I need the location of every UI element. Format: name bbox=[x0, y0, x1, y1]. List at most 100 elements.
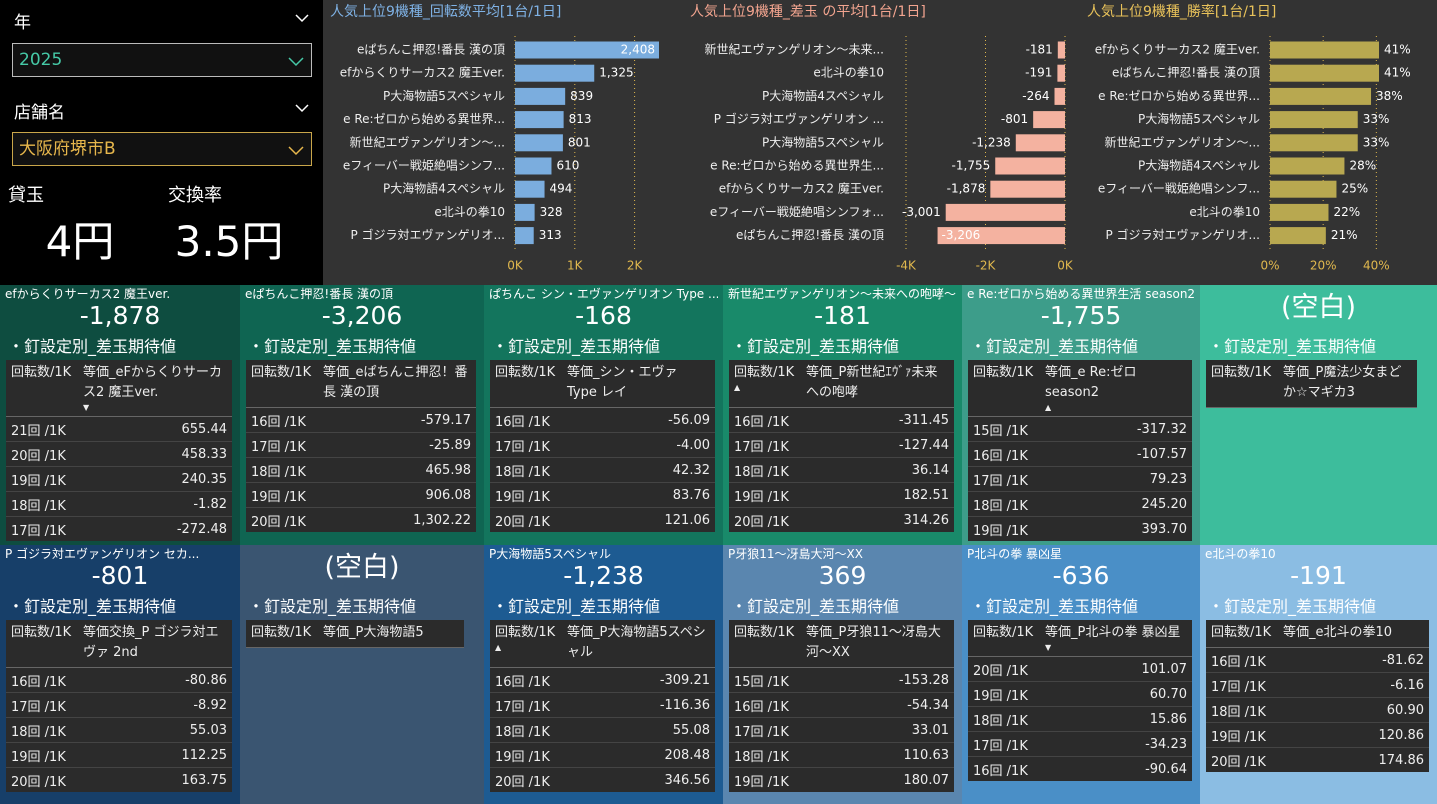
table: 回転数/1K 等価_P魔法少女まどか☆マギカ3 bbox=[1206, 360, 1417, 408]
header-cell: 等価_P大海物語5スペシャル bbox=[562, 620, 715, 668]
section-label: ・釘設定別_差玉期待値 bbox=[248, 597, 417, 616]
table-row: 21回 /1K 655.44 bbox=[6, 416, 232, 442]
data-label: 313 bbox=[539, 228, 562, 242]
category-label: eぱちんこ押忍!番長 漢の頂 bbox=[1112, 66, 1260, 80]
section-label: ・釘設定別_差玉期待値 bbox=[8, 597, 177, 616]
table-cell: 19回 /1K bbox=[490, 742, 562, 768]
bar bbox=[1057, 64, 1065, 82]
chart-title: 人気上位9機種_回転数平均[1台/1日] bbox=[330, 4, 561, 20]
header-row: 回転数/1K 等価_P北斗の拳 暴凶星 ▼ bbox=[968, 620, 1192, 657]
header-cell: 回転数/1K bbox=[1206, 360, 1278, 408]
filter-label: 年 bbox=[14, 13, 31, 33]
data-label: 22% bbox=[1333, 205, 1360, 219]
table-cell: 20回 /1K bbox=[6, 441, 78, 467]
header-cell: 等価_e北斗の拳10 bbox=[1278, 620, 1429, 648]
table-row: 16回 /1K -90.64 bbox=[968, 756, 1192, 781]
header-cell: 回転数/1K bbox=[6, 360, 78, 417]
table-cell: 112.25 bbox=[78, 742, 232, 768]
dropdown[interactable]: 2025 bbox=[12, 43, 312, 77]
bar bbox=[1270, 180, 1337, 198]
bar bbox=[1057, 41, 1065, 59]
header-text: 回転数/1K bbox=[973, 625, 1034, 640]
table-cell: 18回 /1K bbox=[968, 491, 1040, 517]
bar bbox=[515, 41, 659, 59]
bar bbox=[515, 203, 535, 221]
table-row: 16回 /1K -81.62 bbox=[1206, 647, 1429, 673]
chevron[interactable] bbox=[294, 102, 310, 114]
card-title: P ゴジラ対エヴァンゲリオン セカ... bbox=[5, 547, 200, 561]
x-tick-label: 20% bbox=[1310, 259, 1337, 273]
header-text: 等価_e Re:ゼロ season2 bbox=[1045, 365, 1137, 400]
sort-indicator: ▲ bbox=[495, 643, 502, 652]
header-cell: 回転数/1K bbox=[968, 360, 1040, 417]
category-label: 新世紀エヴァンゲリオン～... bbox=[350, 134, 505, 149]
kpi-value: 4円 bbox=[45, 217, 115, 266]
table-cell: 182.51 bbox=[801, 482, 954, 508]
chevron[interactable] bbox=[294, 12, 310, 24]
table-cell: 15回 /1K bbox=[729, 667, 801, 693]
table-row: 19回 /1K 83.76 bbox=[490, 482, 715, 508]
table-row: 17回 /1K -25.89 bbox=[246, 432, 476, 458]
header-cell: 等価_P魔法少女まどか☆マギカ3 bbox=[1278, 360, 1417, 408]
table-cell: 19回 /1K bbox=[1206, 722, 1278, 748]
header-cell: 等価_P北斗の拳 暴凶星 ▼ bbox=[1040, 620, 1192, 657]
table: 回転数/1K 等価交換_P ゴジラ対エヴァ 2nd 16回 /1K -80.86 17回… bbox=[6, 620, 232, 792]
table-cell: 55.03 bbox=[78, 717, 232, 743]
x-tick-label: 0K bbox=[507, 259, 524, 273]
table-cell: 55.08 bbox=[562, 717, 715, 743]
header-text: 回転数/1K bbox=[11, 365, 72, 380]
table-row: 20回 /1K 314.26 bbox=[729, 507, 954, 532]
table-cell: 36.14 bbox=[801, 457, 954, 483]
section-label: ・釘設定別_差玉期待値 bbox=[731, 337, 900, 356]
card-value: 369 bbox=[818, 561, 867, 590]
table-row: 20回 /1K 458.33 bbox=[6, 441, 232, 467]
table-cell: 16回 /1K bbox=[490, 407, 562, 433]
table-cell: -127.44 bbox=[801, 432, 954, 458]
sort-indicator: ▼ bbox=[1045, 643, 1052, 652]
header-text: 等価_eぱちんこ押忍！番長 漢の頂 bbox=[323, 365, 468, 400]
x-tick-label: 40% bbox=[1363, 259, 1390, 273]
header-text: 回転数/1K bbox=[734, 625, 795, 640]
dropdown[interactable]: 大阪府堺市B bbox=[12, 132, 312, 166]
chart-title: 人気上位9機種_勝率[1台/1日] bbox=[1087, 3, 1276, 20]
table: 回転数/1K 等価_eぱちんこ押忍！番長 漢の頂 16回 /1K -579.17 17回… bbox=[246, 360, 476, 532]
table-cell: -81.62 bbox=[1278, 647, 1429, 673]
table-cell: 19回 /1K bbox=[6, 742, 78, 768]
x-tick-label: 0K bbox=[1057, 259, 1074, 273]
category-label: 新世紀エヴァンゲリオン～... bbox=[1105, 134, 1260, 149]
table-cell: 20回 /1K bbox=[246, 507, 318, 532]
card-value: -168 bbox=[575, 301, 632, 330]
category-label: eぱちんこ押忍!番長 漢の頂 bbox=[736, 228, 884, 242]
data-label: 839 bbox=[570, 89, 593, 103]
table-row: 17回 /1K -127.44 bbox=[729, 432, 954, 458]
table-cell: 110.63 bbox=[801, 742, 954, 768]
table-cell: 16回 /1K bbox=[729, 407, 801, 433]
table-row: 17回 /1K -4.00 bbox=[490, 432, 715, 458]
table-cell: -54.34 bbox=[801, 692, 954, 718]
table-row: 17回 /1K -116.36 bbox=[490, 692, 715, 718]
bar bbox=[1270, 87, 1372, 105]
table-cell: 20回 /1K bbox=[729, 507, 801, 532]
data-label: 33% bbox=[1363, 135, 1390, 149]
bar bbox=[995, 157, 1065, 175]
chevron bbox=[288, 57, 304, 67]
table-cell: -56.09 bbox=[562, 407, 715, 433]
table-row: 17回 /1K 79.23 bbox=[968, 466, 1192, 492]
table-cell: 20回 /1K bbox=[968, 656, 1040, 682]
table-cell: 15回 /1K bbox=[968, 416, 1040, 442]
card-title: P大海物語5スペシャル bbox=[489, 547, 612, 561]
header-cell: 回転数/1K ▲ bbox=[490, 620, 562, 668]
data-label: -1,878 bbox=[947, 182, 986, 196]
table-cell: 16回 /1K bbox=[246, 407, 318, 433]
data-label: 2,408 bbox=[621, 43, 655, 57]
bar bbox=[1270, 203, 1329, 221]
bar bbox=[945, 203, 1065, 221]
table-row: 19回 /1K 180.07 bbox=[729, 767, 954, 792]
table-cell: 17回 /1K bbox=[246, 432, 318, 458]
data-label: -3,206 bbox=[942, 228, 981, 242]
table-row: 17回 /1K -272.48 bbox=[6, 516, 232, 541]
header-cell: 回転数/1K bbox=[1206, 620, 1278, 648]
header-cell: 等価_シン・エヴァ Type レイ bbox=[562, 360, 715, 408]
data-label: 328 bbox=[540, 205, 563, 219]
card-value: (空白) bbox=[324, 552, 400, 583]
